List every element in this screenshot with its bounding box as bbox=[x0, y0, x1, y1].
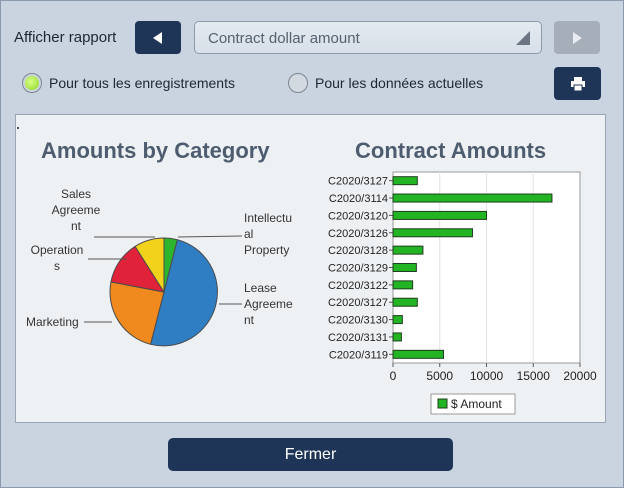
y-tick-label: C2020/3127 bbox=[328, 176, 388, 188]
bar-legend: $ Amount bbox=[430, 393, 516, 415]
bar-c2020-3119 bbox=[392, 349, 444, 359]
bar-c2020-3127 bbox=[392, 176, 418, 186]
bar-c2020-3114 bbox=[392, 193, 553, 203]
pie-label-ip: Intellectu bbox=[244, 211, 292, 225]
x-tick-label: 20000 bbox=[563, 369, 597, 383]
bar-c2020-3127 bbox=[392, 297, 418, 307]
legend-box bbox=[430, 393, 516, 415]
report-panel: Amounts by Category Contract Amounts Sal… bbox=[15, 114, 606, 423]
y-tick-label: C2020/3119 bbox=[329, 349, 388, 361]
dropdown-arrow-icon bbox=[516, 31, 530, 45]
print-button[interactable] bbox=[554, 67, 601, 100]
close-button[interactable]: Fermer bbox=[168, 438, 453, 471]
y-tick-label: C2020/3130 bbox=[328, 315, 388, 327]
y-tick-label: C2020/3127 bbox=[328, 297, 388, 309]
bar-c2020-3129 bbox=[392, 263, 417, 272]
bar-chart: 0 5000 10000 15000 20000 C2020/3127 C2020/3114… bbox=[328, 171, 597, 415]
pie-label-lease: Lease bbox=[244, 281, 277, 295]
x-tick-label: 10000 bbox=[470, 369, 504, 383]
pie-label-sales: nt bbox=[71, 219, 82, 233]
report-select[interactable]: Contract dollar amount bbox=[194, 21, 542, 54]
show-report-label: Afficher rapport bbox=[14, 29, 117, 46]
bar-c2020-3122 bbox=[392, 280, 414, 290]
pie-label-lease: Agreeme bbox=[244, 297, 293, 311]
y-tick-label: C2020/3126 bbox=[328, 228, 388, 240]
bar-chart-title: Contract Amounts bbox=[355, 138, 547, 163]
current-data-radio[interactable]: Pour les données actuelles bbox=[288, 73, 483, 93]
panel-dot bbox=[17, 127, 19, 129]
pie-label-operations: Operation bbox=[31, 243, 84, 257]
bar-c2020-3128 bbox=[392, 245, 424, 255]
pie-label-sales: Agreeme bbox=[52, 203, 101, 217]
triangle-right-icon bbox=[573, 31, 582, 44]
x-tick-label: 15000 bbox=[517, 369, 551, 383]
pie-slice-marketing bbox=[109, 281, 165, 345]
pie-chart: Sales Agreeme nt Operation s Marketing Intelle… bbox=[26, 187, 293, 347]
report-select-value: Contract dollar amount bbox=[208, 30, 360, 47]
x-tick-label: 5000 bbox=[426, 369, 453, 383]
pie-leader-line-ip bbox=[177, 235, 243, 238]
previous-report-button[interactable] bbox=[135, 21, 181, 54]
pie-slice-lease-agreement bbox=[149, 239, 218, 347]
current-data-label: Pour les données actuelles bbox=[315, 75, 484, 91]
x-tick-label: 0 bbox=[390, 369, 397, 383]
bar-c2020-3120 bbox=[392, 210, 487, 220]
bar-c2020-3126 bbox=[392, 228, 473, 238]
bar-c2020-3130 bbox=[392, 315, 403, 325]
pie-label-operations: s bbox=[54, 259, 60, 273]
bar-c2020-3131 bbox=[392, 332, 402, 342]
pie-label-lease: nt bbox=[244, 313, 255, 327]
y-tick-label: C2020/3122 bbox=[328, 280, 388, 292]
y-tick-label: C2020/3129 bbox=[328, 263, 388, 275]
y-tick-label: C2020/3128 bbox=[328, 245, 388, 257]
all-records-label: Pour tous les enregistrements bbox=[49, 75, 235, 91]
pie-label-marketing: Marketing bbox=[26, 315, 79, 329]
legend-swatch bbox=[437, 398, 448, 409]
next-report-button[interactable] bbox=[554, 21, 600, 54]
pie-chart-title: Amounts by Category bbox=[41, 138, 270, 163]
y-tick-label: C2020/3131 bbox=[328, 332, 388, 344]
pie-slice-sales-agreement bbox=[134, 237, 165, 294]
pie-label-sales: Sales bbox=[61, 187, 91, 201]
radio-unselected-icon bbox=[288, 73, 308, 93]
triangle-left-icon bbox=[153, 31, 162, 44]
all-records-radio[interactable]: Pour tous les enregistrements bbox=[22, 73, 235, 93]
pie-label-ip: Property bbox=[244, 243, 289, 257]
legend-label: $ Amount bbox=[451, 397, 502, 411]
printer-icon bbox=[570, 76, 585, 91]
y-tick-label: C2020/3120 bbox=[328, 210, 388, 222]
y-tick-label: C2020/3114 bbox=[329, 193, 388, 205]
radio-selected-icon bbox=[22, 73, 42, 93]
pie-label-ip: al bbox=[244, 227, 253, 241]
